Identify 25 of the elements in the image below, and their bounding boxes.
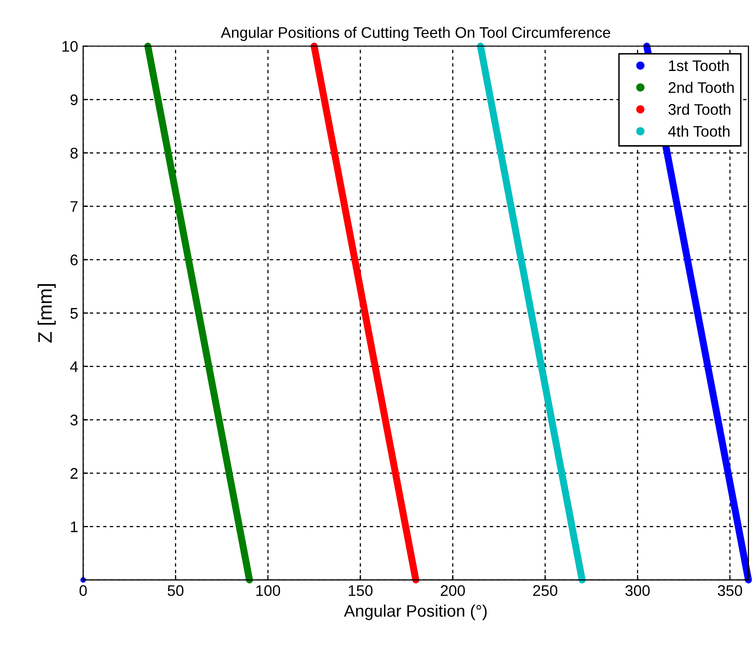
y-axis-title: Z [mm] [38,284,56,343]
legend-label: 3rd Tooth [668,104,730,115]
x-axis-title: Angular Position (°) [344,604,487,620]
legend-label: 2nd Tooth [668,82,734,93]
x-tick-label: 100 [256,585,280,596]
y-tick-label: 1 [70,522,78,532]
legend-label: 1st Tooth [669,60,729,72]
y-tick-label: 4 [70,361,78,372]
x-tick-label: 300 [625,585,650,596]
x-tick-label: 250 [533,585,558,596]
y-tick-label: 3 [70,414,78,426]
y-tick-label: 7 [70,201,78,212]
y-tick-label: 6 [70,254,78,266]
y-tick-label: 2 [70,468,78,479]
legend-label: 4th Tooth [668,126,730,137]
y-tick-label: 8 [70,148,78,159]
x-tick-label: 0 [80,585,87,596]
y-tick-label: 10 [62,41,78,52]
x-tick-label: 350 [718,585,742,596]
y-tick-label: 5 [70,308,78,319]
y-tick-label: 9 [70,94,78,106]
x-tick-label: 150 [348,585,373,596]
chart-title: Angular Positions of Cutting Teeth On Tool Circumference [220,26,610,41]
x-tick-label: 50 [168,585,184,596]
x-tick-label: 200 [440,585,465,596]
